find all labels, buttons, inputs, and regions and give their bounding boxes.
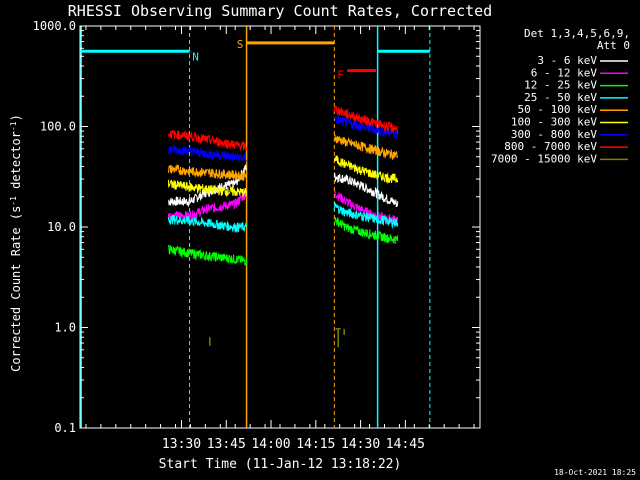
state-label-N: N [192, 50, 199, 63]
y-label-text: Corrected Count Rate (s [9, 206, 23, 372]
state-label-F: F [337, 68, 344, 81]
legend-label: 25 - 50 keV [524, 91, 597, 104]
generation-timestamp: 18-Oct-2021 18:25 [554, 468, 636, 477]
x-tick-label: 14:30 [341, 437, 380, 452]
x-tick-label: 14:45 [386, 437, 425, 452]
x-tick-label: 14:15 [296, 437, 335, 452]
chart-title: RHESSI Observing Summary Count Rates, Co… [68, 2, 492, 20]
series-50-100-kev [167, 133, 399, 181]
y-tick-label: 1000.0 [33, 19, 76, 33]
series-25-50-kev [167, 201, 399, 234]
legend-label: 12 - 25 keV [524, 79, 597, 92]
y-label-text: ) [9, 114, 23, 121]
legend-label: 3 - 6 keV [537, 54, 597, 67]
y-label-superscript: -1 [9, 196, 18, 206]
series-800-7000-kev [167, 104, 399, 151]
y-tick-label: 100.0 [40, 120, 76, 134]
series-100-300-kev [167, 155, 399, 198]
y-tick-label: 0.1 [54, 421, 76, 435]
y-label-text: detector [9, 131, 23, 196]
legend-label: 50 - 100 keV [518, 103, 598, 116]
legend-header: Att 0 [597, 39, 630, 52]
x-tick-label: 13:30 [162, 437, 201, 452]
state-label-S: S [237, 38, 244, 51]
series-300-800-kev [167, 115, 399, 164]
legend-label: 800 - 7000 keV [504, 140, 597, 153]
legend-label: 6 - 12 keV [531, 66, 598, 79]
y-axis-label: Corrected Count Rate (s-1 detector-1) [9, 114, 24, 372]
legend-label: 300 - 800 keV [511, 128, 597, 141]
legend-label: 7000 - 15000 keV [491, 152, 597, 165]
x-tick-label: 14:00 [251, 437, 290, 452]
y-label-superscript: -1 [9, 121, 18, 131]
x-axis-label: Start Time (11-Jan-12 13:18:22) [159, 457, 402, 472]
legend-header: Det 1,3,4,5,6,9, [524, 27, 630, 40]
legend-label: 100 - 300 keV [511, 116, 597, 129]
series-7000-15000-kev [209, 328, 345, 348]
series-12-25-kev [167, 217, 399, 266]
x-tick-label: 13:45 [207, 437, 246, 452]
y-tick-label: 1.0 [54, 321, 76, 335]
y-tick-label: 10.0 [47, 220, 76, 234]
